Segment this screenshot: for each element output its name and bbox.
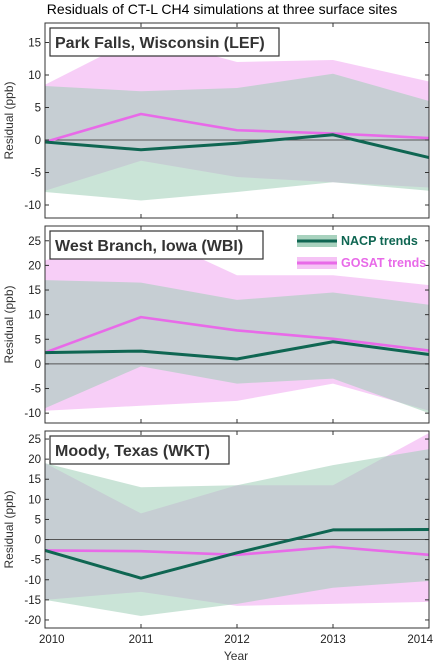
y-tick-label: 15 bbox=[28, 38, 41, 50]
site-title-box bbox=[49, 230, 264, 260]
y-tick-label: 15 bbox=[28, 285, 41, 297]
legend-label-gosat: GOSAT trends bbox=[341, 256, 426, 270]
uncertainty-band-nacp bbox=[45, 280, 429, 414]
x-tick-label: 2014 bbox=[407, 634, 433, 646]
figure-title: Residuals of CT-L CH4 simulations at thr… bbox=[47, 1, 397, 17]
legend: NACP trends GOSAT trends bbox=[297, 234, 426, 270]
x-tick-label: 2012 bbox=[224, 634, 250, 646]
series-line-gosat bbox=[44, 545, 430, 557]
y-tick-label: 5 bbox=[35, 334, 41, 346]
y-tick-label: -5 bbox=[31, 555, 41, 567]
series-line-nacp bbox=[44, 133, 430, 160]
panel-1: -10 -5 0 5 10 15 Residual (ppb) Park Falls, Wis… bbox=[2, 22, 430, 219]
y-tick-label: 10 bbox=[28, 310, 41, 322]
y-tick-label: 10 bbox=[28, 494, 41, 506]
y-tick-label: 20 bbox=[28, 260, 41, 272]
y-tick-label: -5 bbox=[31, 168, 41, 180]
series-line-nacp bbox=[44, 340, 430, 361]
y-tick-label: 20 bbox=[28, 454, 41, 466]
site-title-box bbox=[49, 27, 280, 57]
panels: -10 -5 0 5 10 15 Residual (ppb) Park Falls, Wis… bbox=[2, 22, 434, 646]
uncertainty-band-nacp bbox=[45, 73, 429, 201]
site-title: Park Falls, Wisconsin (LEF) bbox=[55, 35, 265, 52]
y-tick-label: -10 bbox=[24, 408, 41, 420]
series-line-gosat bbox=[44, 315, 430, 354]
y-tick-label: 25 bbox=[28, 434, 41, 446]
y-tick-label: -20 bbox=[24, 615, 41, 627]
y-tick-label: 0 bbox=[35, 535, 41, 547]
uncertainty-band-nacp bbox=[45, 449, 429, 616]
x-tick-label: 2010 bbox=[39, 634, 65, 646]
series-line-nacp bbox=[44, 528, 430, 580]
site-title: Moody, Texas (WKT) bbox=[55, 443, 210, 460]
y-tick-label: 0 bbox=[35, 359, 41, 371]
y-tick-label: 0 bbox=[35, 135, 41, 147]
x-tick-label: 2013 bbox=[320, 634, 346, 646]
y-axis-label: Residual (ppb) bbox=[2, 81, 16, 159]
y-axis-label: Residual (ppb) bbox=[2, 490, 16, 568]
y-tick-label: -10 bbox=[24, 200, 41, 212]
y-axis-label: Residual (ppb) bbox=[2, 285, 16, 363]
y-tick-label: 5 bbox=[35, 514, 41, 526]
x-axis-label: Year bbox=[224, 649, 248, 663]
series-line-gosat bbox=[44, 112, 430, 144]
y-tick-label: 25 bbox=[28, 236, 41, 248]
legend-label-nacp: NACP trends bbox=[341, 234, 418, 248]
y-tick-label: -5 bbox=[31, 384, 41, 396]
panel-3: -20 -15 -10 -5 0 5 10 15 20 25 2010 2011 2012 2013 201… bbox=[2, 430, 434, 646]
x-tick-label: 2011 bbox=[129, 634, 154, 646]
site-title: West Branch, Iowa (WBI) bbox=[55, 238, 243, 255]
y-tick-label: 5 bbox=[35, 103, 41, 115]
y-tick-label: 15 bbox=[28, 474, 41, 486]
y-tick-label: 10 bbox=[28, 70, 41, 82]
panel-2: -10 -5 0 5 10 15 20 25 Residual (ppb) West Branch… bbox=[2, 225, 430, 424]
site-title-box bbox=[49, 435, 230, 465]
y-tick-label: -10 bbox=[24, 575, 41, 587]
y-tick-label: -15 bbox=[24, 595, 41, 607]
